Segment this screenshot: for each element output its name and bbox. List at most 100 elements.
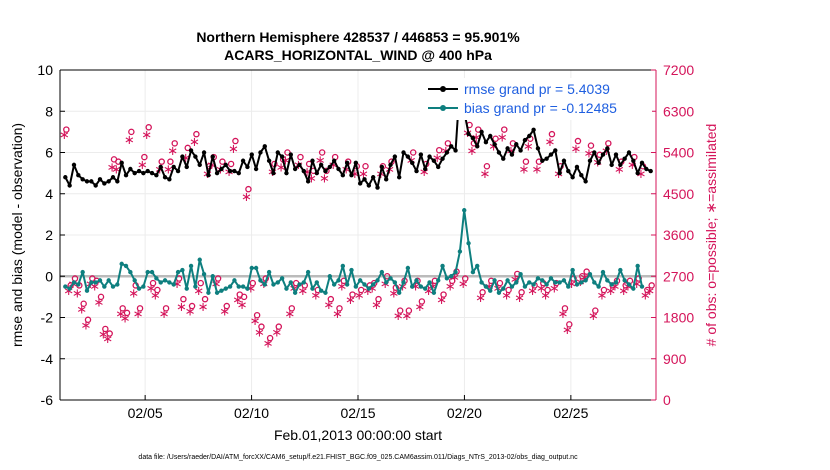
obs-assimilated-point: ∗ <box>345 293 356 308</box>
rmse-point <box>566 168 571 174</box>
y-right-tick-label: 3600 <box>663 227 694 243</box>
bias-point <box>171 282 176 287</box>
obs-assimilated-point: ∗ <box>401 309 412 324</box>
obs-assimilated-point: ∗ <box>627 158 638 173</box>
bias-point <box>436 278 441 283</box>
rmse-point <box>132 170 137 176</box>
obs-possible-point <box>362 162 369 170</box>
obs-possible-point <box>409 149 417 156</box>
obs-assimilated-point: ∗ <box>280 153 291 168</box>
bias-point <box>344 282 350 287</box>
obs-possible-point <box>0 154 3 159</box>
rmse-point <box>496 150 502 155</box>
bias-point <box>301 280 307 285</box>
obs-possible-point <box>648 282 655 289</box>
rmse-point <box>227 168 233 174</box>
rmse-point <box>297 162 302 168</box>
bias-point <box>509 284 515 289</box>
obs-assimilated-point: ∗ <box>228 142 239 157</box>
obs-assimilated-point: ∗ <box>636 167 647 182</box>
obs-possible-point <box>518 289 525 296</box>
obs-assimilated-point: ∗ <box>423 284 434 299</box>
rmse-point <box>639 160 645 166</box>
rmse-point <box>505 146 510 151</box>
obs-assimilated-point: ∗ <box>427 279 438 294</box>
obs-assimilated-point: ∗ <box>571 142 582 157</box>
rmse-point <box>149 170 155 176</box>
obs-assimilated-point: ∗ <box>98 328 109 343</box>
bias-point <box>613 280 619 285</box>
bias-point <box>540 278 545 283</box>
obs-assimilated-point: ∗ <box>115 307 126 322</box>
rmse-point <box>167 177 172 182</box>
x-tick-label: 02/20 <box>447 405 482 421</box>
bias-point <box>444 276 450 281</box>
obs-assimilated-point: ∗ <box>328 158 339 173</box>
rmse-point <box>76 172 81 178</box>
rmse-point <box>622 156 627 161</box>
obs-assimilated-point: ∗ <box>315 153 326 168</box>
obs-assimilated-point: ∗ <box>284 307 295 322</box>
bias-point <box>579 280 584 285</box>
bias-point <box>71 280 77 285</box>
obs-assimilated-point: ∗ <box>510 273 521 288</box>
bias-point <box>483 284 489 289</box>
bias-point <box>162 278 168 283</box>
bias-point <box>89 280 94 285</box>
bias-point <box>279 276 285 281</box>
obs-possible-point <box>461 275 469 282</box>
rmse-point <box>357 181 363 186</box>
rmse-point <box>175 168 181 174</box>
rmse-point <box>71 162 77 168</box>
obs-possible-point <box>197 279 204 287</box>
bias-point <box>67 286 72 291</box>
obs-possible-point <box>275 323 283 330</box>
bias-point <box>206 290 211 295</box>
rmse-point <box>197 162 202 168</box>
y-right-tick-label: 1800 <box>663 310 694 326</box>
rmse-point <box>635 170 640 176</box>
bias-point <box>310 286 315 291</box>
bias-point <box>609 282 614 287</box>
rmse-point <box>370 175 376 180</box>
bias-point <box>266 269 272 275</box>
obs-possible-point <box>258 323 265 330</box>
obs-assimilated-point: ∗ <box>341 163 352 178</box>
obs-possible-point <box>63 126 70 133</box>
bias-point <box>626 282 632 287</box>
rmse-point <box>171 164 176 170</box>
obs-assimilated-point: ∗ <box>501 289 512 304</box>
obs-possible-point <box>128 128 135 136</box>
obs-assimilated-point: ∗ <box>172 277 183 292</box>
legend-rmse-label: rmse grand pr = 5.4039 <box>464 81 610 97</box>
obs-assimilated-point: ∗ <box>475 291 486 306</box>
obs-assimilated-point: ∗ <box>185 305 196 320</box>
obs-assimilated-point: ∗ <box>497 130 508 145</box>
y-left-tick-label: -2 <box>41 310 54 326</box>
bias-point <box>76 282 81 287</box>
rmse-point <box>331 158 337 163</box>
rmse-point <box>644 166 649 172</box>
obs-possible-point <box>318 149 326 156</box>
bias-point <box>102 284 107 289</box>
obs-assimilated-point: ∗ <box>167 144 178 159</box>
obs-assimilated-point: ∗ <box>336 279 347 294</box>
obs-possible-point <box>561 305 569 312</box>
obs-assimilated-point: ∗ <box>601 144 612 159</box>
obs-possible-point <box>80 300 87 307</box>
bias-point <box>245 286 250 291</box>
rmse-point <box>388 162 393 168</box>
bias-point <box>514 280 519 285</box>
obs-possible-point <box>418 298 426 305</box>
bias-point <box>527 280 532 285</box>
obs-possible-point <box>240 293 248 301</box>
obs-assimilated-point: ∗ <box>89 279 100 294</box>
bias-point <box>574 282 580 287</box>
bias-point <box>115 282 120 287</box>
y-left-axis-label: rmse and bias (model - observation) <box>9 123 25 347</box>
obs-possible-point <box>435 146 443 154</box>
rmse-point <box>206 172 211 178</box>
bias-point <box>457 249 463 254</box>
obs-possible-point <box>587 142 595 149</box>
obs-possible-point <box>136 305 144 312</box>
